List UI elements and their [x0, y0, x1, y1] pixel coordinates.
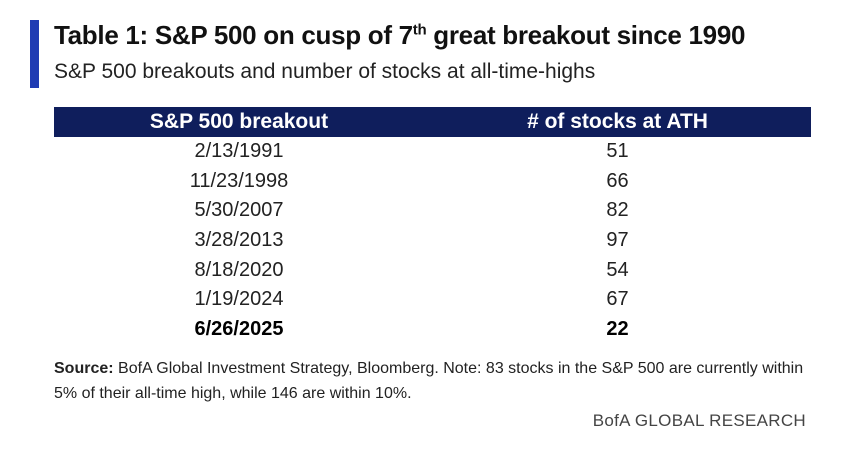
- header-breakout: S&P 500 breakout: [149, 110, 329, 133]
- accent-bar: [30, 20, 39, 88]
- title-superscript: th: [412, 21, 427, 39]
- page-title: Table 1: S&P 500 on cusp of 7th great br…: [54, 20, 745, 51]
- cell-date: 3/28/2013: [194, 229, 284, 252]
- header-stocks-at-ath: # of stocks at ATH: [527, 110, 708, 133]
- table-row: 5/30/2007 82: [54, 196, 811, 226]
- cell-date: 2/13/1991: [194, 140, 284, 163]
- cell-count: 54: [606, 258, 629, 281]
- cell-date: 5/30/2007: [194, 199, 284, 222]
- cell-date: 8/18/2020: [194, 258, 284, 281]
- page-subtitle: S&P 500 breakouts and number of stocks a…: [54, 60, 596, 83]
- breakout-table: S&P 500 breakout # of stocks at ATH 2/13…: [54, 107, 811, 344]
- cell-count: 22: [606, 317, 629, 340]
- title-main: Table 1: S&P 500 on cusp of 7: [54, 20, 413, 50]
- table-header: S&P 500 breakout # of stocks at ATH: [54, 107, 811, 137]
- table-row: 1/19/2024 67: [54, 285, 811, 315]
- source-label: Source:: [54, 360, 114, 377]
- source-note: Source: BofA Global Investment Strategy,…: [54, 356, 814, 406]
- cell-count: 82: [606, 199, 629, 222]
- table-row: 11/23/1998 66: [54, 167, 811, 197]
- table-row-current: 6/26/2025 22: [54, 315, 811, 345]
- cell-count: 67: [606, 288, 629, 311]
- cell-count: 97: [606, 229, 629, 252]
- cell-date: 11/23/1998: [189, 169, 289, 192]
- cell-date: 6/26/2025: [194, 317, 284, 340]
- table-row: 2/13/1991 51: [54, 137, 811, 167]
- source-text: BofA Global Investment Strategy, Bloombe…: [54, 360, 804, 402]
- cell-count: 66: [606, 169, 629, 192]
- table-row: 3/28/2013 97: [54, 226, 811, 256]
- cell-count: 51: [606, 140, 629, 163]
- brand-logo-text: BofA GLOBAL RESEARCH: [592, 411, 806, 430]
- title-rest: great breakout since 1990: [426, 20, 746, 50]
- table-row: 8/18/2020 54: [54, 255, 811, 285]
- cell-date: 1/19/2024: [194, 288, 284, 311]
